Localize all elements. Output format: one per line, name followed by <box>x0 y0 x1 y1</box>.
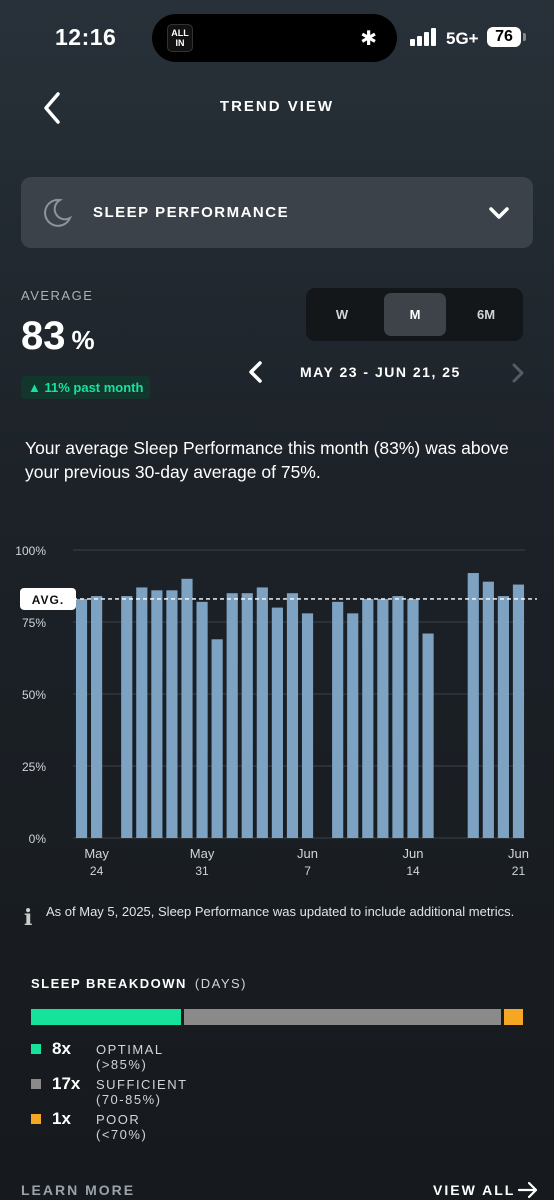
chart-bar <box>241 593 253 838</box>
y-tick-label: 50% <box>22 688 46 702</box>
y-tick-label: 100% <box>15 544 46 558</box>
chart-bar <box>407 598 419 838</box>
x-tick-month: Jun <box>508 846 529 861</box>
average-label: AVERAGE <box>21 288 94 303</box>
chart-bar <box>136 587 148 838</box>
chart-bar <box>286 593 299 838</box>
sufficient-swatch <box>31 1079 41 1089</box>
chart-bar <box>362 598 374 838</box>
y-tick-label: 75% <box>22 616 46 630</box>
chart-bar <box>211 639 223 838</box>
optimal-swatch <box>31 1044 41 1054</box>
x-tick-day: 7 <box>304 864 311 878</box>
x-tick-month: May <box>84 846 109 861</box>
average-unit: % <box>71 325 95 355</box>
metric-dropdown[interactable]: SLEEP PERFORMANCE <box>21 177 533 248</box>
chart-bar <box>392 596 404 838</box>
summary-text: Your average Sleep Performance this mont… <box>25 438 509 482</box>
chart-bar <box>497 596 509 838</box>
poor-swatch <box>31 1114 41 1124</box>
y-tick-label: 25% <box>22 760 46 774</box>
x-tick-day: 31 <box>195 864 209 878</box>
period-tabs: W M 6M <box>306 288 523 341</box>
average-badge-label: AVG. <box>32 593 64 607</box>
breakdown-subtitle: (DAYS) <box>194 976 247 991</box>
sufficient-label: SUFFICIENT (70-85%) <box>96 1077 188 1107</box>
previous-range-button[interactable] <box>244 360 268 384</box>
optimal-label: OPTIMAL (>85%) <box>96 1042 164 1072</box>
average-badge <box>20 587 76 610</box>
back-button[interactable] <box>36 88 76 128</box>
page-title: TREND VIEW <box>219 98 335 115</box>
chart-bar <box>75 598 88 838</box>
average-value: 83% <box>21 314 95 359</box>
sufficient-count: 17x <box>52 1074 81 1093</box>
breakdown-segment <box>183 1009 502 1025</box>
x-tick-day: 24 <box>90 864 104 878</box>
poor-label: POOR (<70%) <box>96 1112 148 1142</box>
average-number: 83 <box>21 314 66 358</box>
info-text: As of May 5, 2025, Sleep Performance was… <box>46 904 515 919</box>
tab-6-months[interactable]: 6M <box>476 307 496 322</box>
battery-icon: 76 <box>487 27 521 47</box>
next-range-button[interactable] <box>508 362 528 384</box>
moon-icon <box>44 198 73 227</box>
chart-bar <box>151 590 163 838</box>
chart-bar <box>226 593 238 838</box>
sleep-performance-chart: 100% 75% 50% 25% 0% AVG. May 24 May 31 Jun 7 Jun 14 Ju… <box>15 544 537 878</box>
signal-icon <box>410 28 438 46</box>
chart-bar <box>482 581 494 838</box>
chart-bar <box>91 596 103 838</box>
chart-bar <box>181 578 193 838</box>
tab-week[interactable]: W <box>335 307 349 322</box>
view-all-link[interactable]: VIEW ALL <box>433 1182 516 1198</box>
x-tick-day: 14 <box>406 864 420 878</box>
chart-bar <box>512 584 525 838</box>
breakdown-segment <box>31 1009 181 1025</box>
chart-bar <box>121 596 133 838</box>
chevron-down-icon <box>489 207 509 219</box>
chart-bar <box>271 607 283 838</box>
chart-bar <box>332 601 344 838</box>
chart-bar <box>377 598 389 838</box>
chart-bar <box>467 573 479 838</box>
chart-bar <box>422 633 434 838</box>
date-range: MAY 23 - JUN 21, 25 <box>300 364 461 380</box>
chart-bar <box>256 587 268 838</box>
battery-tip <box>523 33 526 41</box>
bluetooth-icon: ✱ <box>360 28 377 50</box>
chevron-left-icon <box>44 92 60 124</box>
x-tick-month: Jun <box>403 846 424 861</box>
status-time: 12:16 <box>55 24 117 50</box>
arrow-right-icon[interactable] <box>517 1180 539 1200</box>
breakdown-title-text: SLEEP BREAKDOWN <box>31 976 187 991</box>
island-app-icon: ALL IN <box>167 24 193 52</box>
tab-month[interactable]: M <box>384 293 446 336</box>
network-type: 5G+ <box>446 29 479 48</box>
metric-label: SLEEP PERFORMANCE <box>93 204 290 221</box>
breakdown-segment <box>504 1009 523 1025</box>
dynamic-island: ALL IN ✱ <box>152 14 397 62</box>
breakdown-title: SLEEP BREAKDOWN (DAYS) <box>31 976 247 991</box>
y-tick-label: 0% <box>29 832 47 846</box>
chart-bar <box>196 601 208 838</box>
learn-more-link[interactable]: LEARN MORE <box>21 1182 136 1198</box>
delta-badge: ▲ 11% past month <box>21 376 151 399</box>
x-tick-month: May <box>190 846 215 861</box>
chart-bar <box>166 590 178 838</box>
chart-bar <box>347 613 359 838</box>
info-icon: i <box>24 905 33 931</box>
x-tick-day: 21 <box>512 864 526 878</box>
optimal-count: 8x <box>52 1039 71 1058</box>
chart-bar <box>301 613 314 838</box>
breakdown-bar <box>31 1009 523 1025</box>
poor-count: 1x <box>52 1109 71 1128</box>
x-tick-month: Jun <box>297 846 318 861</box>
